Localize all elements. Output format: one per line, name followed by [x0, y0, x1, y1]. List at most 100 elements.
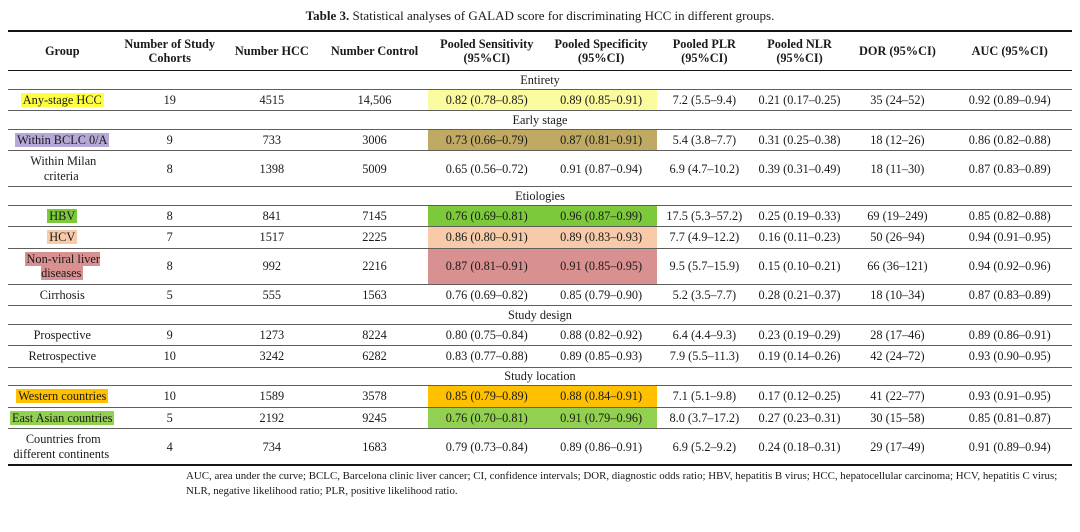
cell-specificity: 0.89 (0.86–0.91): [545, 428, 657, 466]
cell-plr: 6.4 (4.4–9.3): [656, 323, 752, 346]
cell-group: HCV: [8, 226, 117, 249]
group-label: HCV: [47, 230, 78, 245]
cell-cohorts: 5: [116, 283, 223, 306]
cell-specificity: 0.91 (0.87–0.94): [545, 150, 657, 187]
cell-sensitivity: 0.87 (0.81–0.91): [428, 247, 546, 285]
cell-control: 7145: [320, 204, 429, 227]
cell-sensitivity: 0.82 (0.78–0.85): [428, 88, 546, 111]
group-label: HBV: [47, 208, 78, 223]
cell-nlr: 0.31 (0.25–0.38): [751, 128, 848, 151]
cell-specificity: 0.89 (0.85–0.93): [545, 345, 657, 368]
cell-cohorts: 7: [116, 226, 223, 249]
cell-hcc: 555: [222, 283, 321, 306]
cell-auc: 0.85 (0.82–0.88): [947, 204, 1072, 227]
table-row: Non-viral liver diseases 8 992 2216 0.87…: [8, 247, 1072, 285]
cell-nlr: 0.25 (0.19–0.33): [751, 204, 848, 227]
cell-plr: 7.7 (4.9–12.2): [656, 226, 752, 249]
group-label: Prospective: [33, 327, 91, 342]
cell-cohorts: 10: [116, 345, 223, 368]
section-label: Entirety: [8, 70, 1072, 90]
table-row: Cirrhosis 5 555 1563 0.76 (0.69–0.82) 0.…: [8, 283, 1072, 306]
group-label: Retrospective: [28, 349, 97, 364]
table-row: HBV 8 841 7145 0.76 (0.69–0.81) 0.96 (0.…: [8, 204, 1072, 227]
cell-sensitivity: 0.65 (0.56–0.72): [428, 150, 546, 187]
cell-auc: 0.94 (0.92–0.96): [947, 247, 1072, 285]
table-row: Western countries 10 1589 3578 0.85 (0.7…: [8, 385, 1072, 408]
cell-cohorts: 8: [116, 204, 223, 227]
table-row: Any-stage HCC 19 4515 14,506 0.82 (0.78–…: [8, 88, 1072, 111]
cell-auc: 0.85 (0.81–0.87): [947, 406, 1072, 429]
cell-auc: 0.92 (0.89–0.94): [947, 88, 1072, 111]
table-footnote: AUC, area under the curve; BCLC, Barcelo…: [186, 470, 1058, 497]
cell-nlr: 0.21 (0.17–0.25): [751, 88, 848, 111]
section-row-study-location: Study location: [8, 366, 1072, 386]
cell-cohorts: 9: [116, 128, 223, 151]
col-header-hcc: Number HCC: [222, 31, 321, 72]
cell-dor: 66 (36–121): [847, 247, 948, 285]
table-row: Countries from different continents 4 73…: [8, 428, 1072, 466]
table-row: Within Milan criteria 8 1398 5009 0.65 (…: [8, 150, 1072, 187]
col-header-plr: Pooled PLR (95%CI): [656, 31, 752, 72]
col-header-nlr: Pooled NLR (95%CI): [751, 31, 848, 72]
cell-control: 9245: [320, 406, 429, 429]
section-row-study-design: Study design: [8, 305, 1072, 325]
cell-specificity: 0.88 (0.82–0.92): [545, 323, 657, 346]
cell-auc: 0.93 (0.90–0.95): [947, 345, 1072, 368]
cell-plr: 6.9 (5.2–9.2): [656, 428, 752, 466]
col-header-control: Number Control: [320, 31, 429, 72]
cell-hcc: 4515: [222, 88, 321, 111]
cell-nlr: 0.28 (0.21–0.37): [751, 283, 848, 306]
cell-dor: 29 (17–49): [847, 428, 948, 466]
cell-nlr: 0.19 (0.14–0.26): [751, 345, 848, 368]
cell-cohorts: 8: [116, 150, 223, 187]
cell-dor: 28 (17–46): [847, 323, 948, 346]
group-label: Countries from different continents: [13, 432, 110, 461]
cell-plr: 7.1 (5.1–9.8): [656, 385, 752, 408]
col-header-group: Group: [8, 31, 117, 72]
cell-nlr: 0.16 (0.11–0.23): [751, 226, 848, 249]
col-header-sensitivity: Pooled Sensitivity (95%CI): [428, 31, 546, 72]
cell-dor: 18 (11–30): [847, 150, 948, 187]
group-label: East Asian countries: [10, 410, 115, 425]
cell-plr: 6.9 (4.7–10.2): [656, 150, 752, 187]
cell-group: Western countries: [8, 385, 117, 408]
cell-group: Any-stage HCC: [8, 88, 117, 111]
cell-plr: 7.2 (5.5–9.4): [656, 88, 752, 111]
cell-control: 5009: [320, 150, 429, 187]
cell-nlr: 0.23 (0.19–0.29): [751, 323, 848, 346]
table-row: Prospective 9 1273 8224 0.80 (0.75–0.84)…: [8, 323, 1072, 346]
cell-hcc: 841: [222, 204, 321, 227]
col-header-specificity: Pooled Specificity (95%CI): [545, 31, 657, 72]
cell-dor: 18 (12–26): [847, 128, 948, 151]
cell-cohorts: 9: [116, 323, 223, 346]
group-label: Cirrhosis: [39, 287, 85, 302]
cell-specificity: 0.91 (0.85–0.95): [545, 247, 657, 285]
table-row: Retrospective 10 3242 6282 0.83 (0.77–0.…: [8, 345, 1072, 368]
cell-auc: 0.93 (0.91–0.95): [947, 385, 1072, 408]
section-row-entirety: Entirety: [8, 70, 1072, 90]
cell-specificity: 0.89 (0.85–0.91): [545, 88, 657, 111]
cell-sensitivity: 0.73 (0.66–0.79): [428, 128, 546, 151]
cell-control: 14,506: [320, 88, 429, 111]
table-row: Within BCLC 0/A 9 733 3006 0.73 (0.66–0.…: [8, 128, 1072, 151]
cell-sensitivity: 0.86 (0.80–0.91): [428, 226, 546, 249]
cell-control: 3578: [320, 385, 429, 408]
cell-sensitivity: 0.79 (0.73–0.84): [428, 428, 546, 466]
group-label: Non-viral liver diseases: [24, 251, 100, 281]
cell-cohorts: 8: [116, 247, 223, 285]
cell-group: HBV: [8, 204, 117, 227]
cell-group: Countries from different continents: [8, 428, 117, 466]
cell-group: Cirrhosis: [8, 283, 117, 306]
cell-control: 2225: [320, 226, 429, 249]
table-row: East Asian countries 5 2192 9245 0.76 (0…: [8, 406, 1072, 429]
cell-dor: 30 (15–58): [847, 406, 948, 429]
group-label: Any-stage HCC: [20, 92, 104, 107]
cell-cohorts: 10: [116, 385, 223, 408]
cell-dor: 50 (26–94): [847, 226, 948, 249]
cell-hcc: 1589: [222, 385, 321, 408]
cell-control: 1563: [320, 283, 429, 306]
cell-group: East Asian countries: [8, 406, 117, 429]
cell-auc: 0.87 (0.83–0.89): [947, 283, 1072, 306]
cell-hcc: 1517: [222, 226, 321, 249]
cell-hcc: 992: [222, 247, 321, 285]
